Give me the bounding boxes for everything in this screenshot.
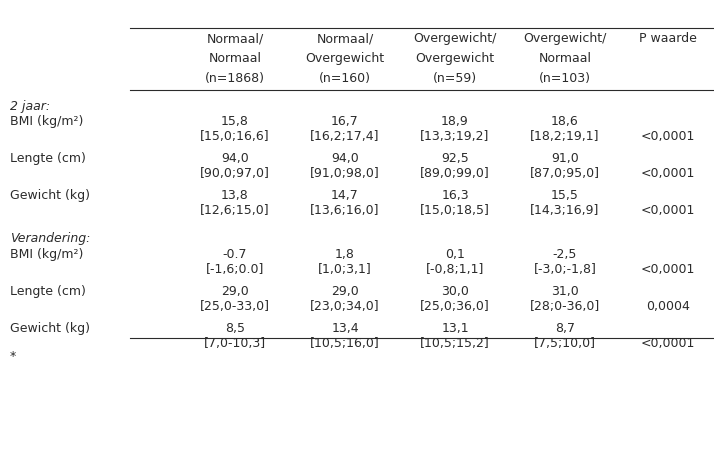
Text: [90,0;97,0]: [90,0;97,0] [200,167,270,180]
Text: [15,0;18,5]: [15,0;18,5] [420,204,490,217]
Text: 31,0: 31,0 [551,285,579,298]
Text: 13,4: 13,4 [331,322,359,335]
Text: 13,8: 13,8 [221,189,249,202]
Text: 92,5: 92,5 [441,152,469,165]
Text: (n=160): (n=160) [319,72,371,85]
Text: Overgewicht/: Overgewicht/ [523,32,607,45]
Text: Gewicht (kg): Gewicht (kg) [10,322,90,335]
Text: (n=103): (n=103) [539,72,591,85]
Text: Lengte (cm): Lengte (cm) [10,285,86,298]
Text: 2 jaar:: 2 jaar: [10,100,50,113]
Text: 29,0: 29,0 [331,285,359,298]
Text: 13,1: 13,1 [441,322,469,335]
Text: *: * [10,350,16,363]
Text: 91,0: 91,0 [551,152,579,165]
Text: (n=59): (n=59) [433,72,477,85]
Text: 8,7: 8,7 [555,322,575,335]
Text: 0,1: 0,1 [445,248,465,261]
Text: [16,2;17,4]: [16,2;17,4] [311,130,380,143]
Text: [87,0;95,0]: [87,0;95,0] [530,167,600,180]
Text: [28;0-36,0]: [28;0-36,0] [530,300,600,313]
Text: 94,0: 94,0 [221,152,249,165]
Text: [25,0;36,0]: [25,0;36,0] [420,300,490,313]
Text: Overgewicht/: Overgewicht/ [413,32,497,45]
Text: Overgewicht: Overgewicht [306,52,385,65]
Text: [-1,6;0.0]: [-1,6;0.0] [206,263,264,276]
Text: 15,5: 15,5 [551,189,579,202]
Text: [7,5;10,0]: [7,5;10,0] [534,337,596,350]
Text: Normaal/: Normaal/ [206,32,263,45]
Text: <0,0001: <0,0001 [640,337,695,350]
Text: [18,2;19,1]: [18,2;19,1] [531,130,600,143]
Text: Overgewicht: Overgewicht [416,52,495,65]
Text: -2,5: -2,5 [553,248,577,261]
Text: Gewicht (kg): Gewicht (kg) [10,189,90,202]
Text: <0,0001: <0,0001 [640,263,695,276]
Text: [-0,8;1,1]: [-0,8;1,1] [426,263,484,276]
Text: [91,0;98,0]: [91,0;98,0] [310,167,380,180]
Text: [10,5;15,2]: [10,5;15,2] [420,337,490,350]
Text: 8,5: 8,5 [225,322,245,335]
Text: <0,0001: <0,0001 [640,130,695,143]
Text: [12,6;15,0]: [12,6;15,0] [200,204,270,217]
Text: [13,6;16,0]: [13,6;16,0] [311,204,380,217]
Text: 15,8: 15,8 [221,115,249,128]
Text: Verandering:: Verandering: [10,232,91,245]
Text: [13,3;19,2]: [13,3;19,2] [421,130,490,143]
Text: Normaal: Normaal [208,52,261,65]
Text: (n=1868): (n=1868) [205,72,265,85]
Text: P waarde: P waarde [639,32,697,45]
Text: Normaal: Normaal [538,52,591,65]
Text: [89,0;99,0]: [89,0;99,0] [420,167,490,180]
Text: [23,0;34,0]: [23,0;34,0] [310,300,380,313]
Text: [15,0;16,6]: [15,0;16,6] [200,130,270,143]
Text: <0,0001: <0,0001 [640,167,695,180]
Text: 30,0: 30,0 [441,285,469,298]
Text: BMI (kg/m²): BMI (kg/m²) [10,115,84,128]
Text: 18,6: 18,6 [551,115,579,128]
Text: 18,9: 18,9 [441,115,469,128]
Text: [25,0-33,0]: [25,0-33,0] [200,300,270,313]
Text: 29,0: 29,0 [221,285,249,298]
Text: [1,0;3,1]: [1,0;3,1] [318,263,372,276]
Text: 94,0: 94,0 [331,152,359,165]
Text: Normaal/: Normaal/ [316,32,373,45]
Text: BMI (kg/m²): BMI (kg/m²) [10,248,84,261]
Text: 16,7: 16,7 [331,115,359,128]
Text: [-3,0;-1,8]: [-3,0;-1,8] [533,263,596,276]
Text: [14,3;16,9]: [14,3;16,9] [531,204,600,217]
Text: 0,0004: 0,0004 [646,300,690,313]
Text: [7,0-10,3]: [7,0-10,3] [204,337,266,350]
Text: 14,7: 14,7 [331,189,359,202]
Text: -0.7: -0.7 [223,248,247,261]
Text: 1,8: 1,8 [335,248,355,261]
Text: [10,5;16,0]: [10,5;16,0] [310,337,380,350]
Text: <0,0001: <0,0001 [640,204,695,217]
Text: 16,3: 16,3 [441,189,469,202]
Text: Lengte (cm): Lengte (cm) [10,152,86,165]
